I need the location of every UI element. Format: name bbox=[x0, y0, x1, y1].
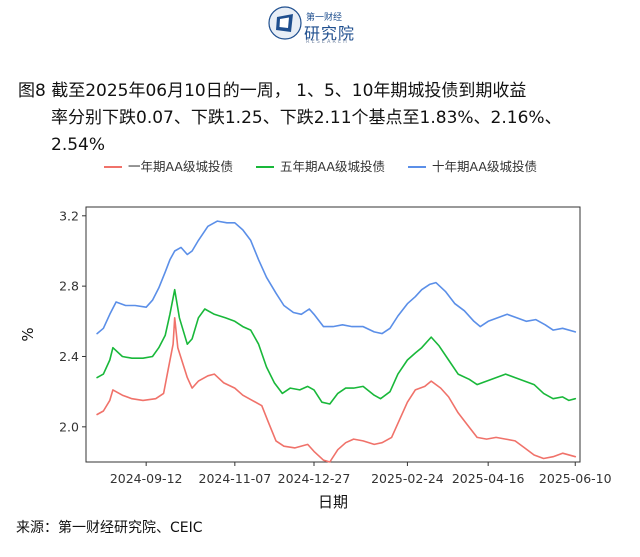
axis-layer bbox=[82, 206, 581, 466]
y-tick-label: 2.8 bbox=[59, 279, 79, 294]
x-tick-label: 2025-02-24 bbox=[371, 471, 444, 486]
label-layer: 2024-09-12 2024-11-07 2024-12-27 2025-02-24… bbox=[19, 208, 612, 511]
y-axis-title: % bbox=[19, 327, 37, 341]
x-tick-label: 2024-09-12 bbox=[110, 471, 183, 486]
title-line-3: 2.54% bbox=[51, 135, 106, 155]
plot-frame bbox=[85, 206, 581, 463]
x-tick-label: 2024-11-07 bbox=[199, 471, 272, 486]
logo-sub-text: RESEARCH bbox=[306, 39, 349, 45]
legend-label-5y: 五年期AA级城投债 bbox=[280, 159, 385, 174]
legend-swatch-5y bbox=[256, 165, 274, 168]
logo-main-text: 研究院 bbox=[304, 24, 356, 43]
series-line-10y bbox=[96, 220, 577, 335]
title-line-2: 率分别下跌0.07、下跌1.25、下跌2.11个基点至1.83%、2.16%、 bbox=[51, 108, 562, 128]
legend-swatch-1y bbox=[104, 165, 122, 168]
legend-item-5y: 五年期AA级城投债 bbox=[256, 156, 385, 175]
legend-swatch-10y bbox=[408, 165, 426, 168]
x-tick-label: 2025-06-10 bbox=[539, 471, 612, 486]
title-line-1: 图8 截至2025年06月10日的一周， 1、5、10年期城投债到期收益 bbox=[18, 81, 527, 101]
legend-label-10y: 十年期AA级城投债 bbox=[432, 159, 537, 174]
x-axis-title: 日期 bbox=[318, 493, 348, 511]
y-tick-label: 2.0 bbox=[59, 419, 79, 434]
brand-logo: 第一财经 研究院 RESEARCH bbox=[268, 6, 388, 46]
x-tick-label: 2025-04-16 bbox=[452, 471, 525, 486]
source-note: 来源：第一财经研究院、CEIC bbox=[16, 520, 203, 536]
logo-top-text: 第一财经 bbox=[306, 13, 343, 23]
series-line-5y bbox=[96, 288, 577, 405]
x-tick-label: 2024-12-27 bbox=[278, 471, 351, 486]
legend-item-1y: 一年期AA级城投债 bbox=[104, 156, 233, 175]
y-tick-label: 3.2 bbox=[59, 208, 79, 223]
series-layer bbox=[96, 220, 577, 463]
figure-title: 图8 截至2025年06月10日的一周， 1、5、10年期城投债到期收益 率分别… bbox=[18, 78, 618, 159]
series-line-1y bbox=[96, 316, 577, 463]
y-tick-label: 2.4 bbox=[59, 349, 79, 364]
logo-emblem-icon bbox=[268, 6, 302, 40]
legend-item-10y: 十年期AA级城投债 bbox=[408, 156, 537, 175]
legend-label-1y: 一年期AA级城投债 bbox=[128, 159, 233, 174]
